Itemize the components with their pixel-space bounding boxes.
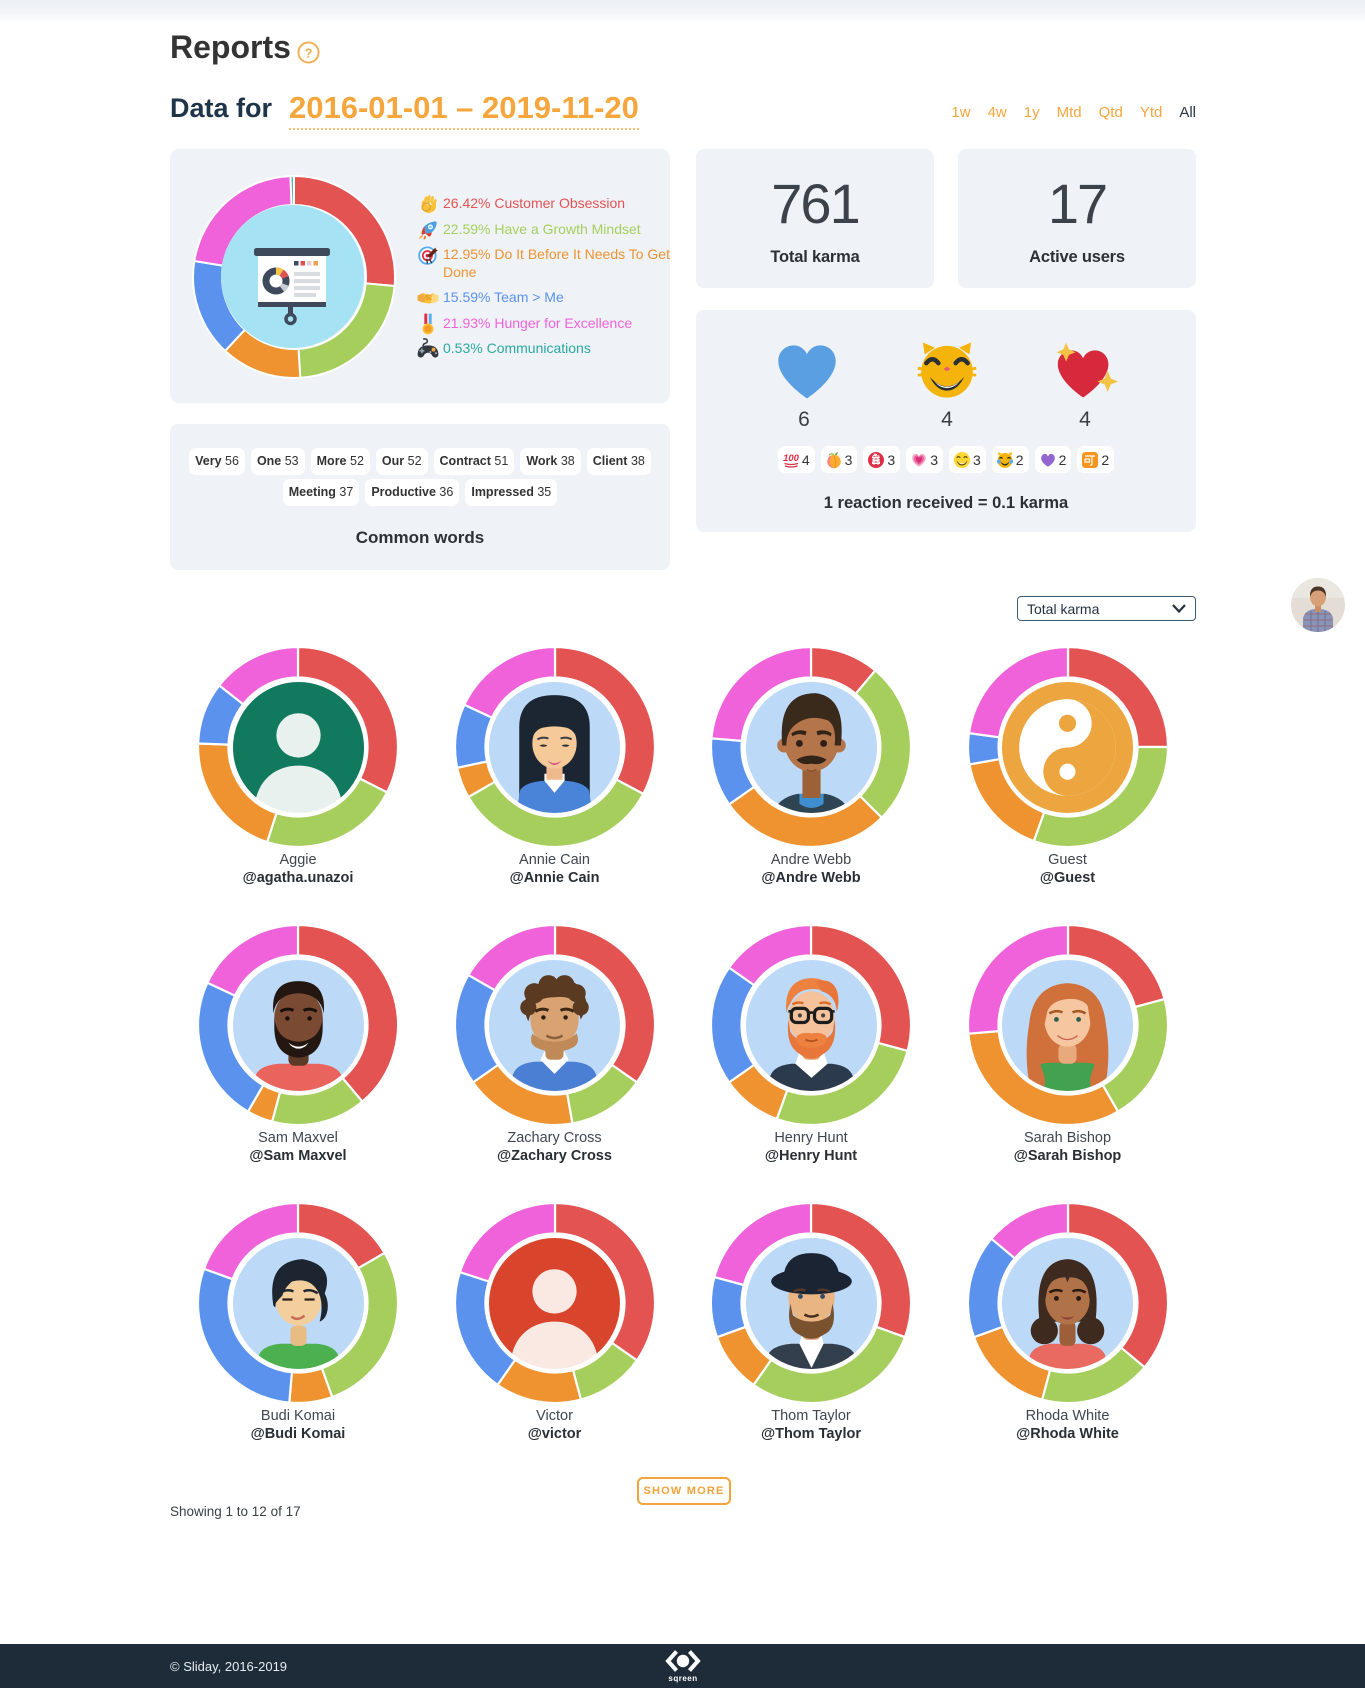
svg-text:?: ? <box>305 46 313 60</box>
svg-text:sqreen: sqreen <box>668 1674 697 1683</box>
svg-text:100: 100 <box>783 453 800 464</box>
